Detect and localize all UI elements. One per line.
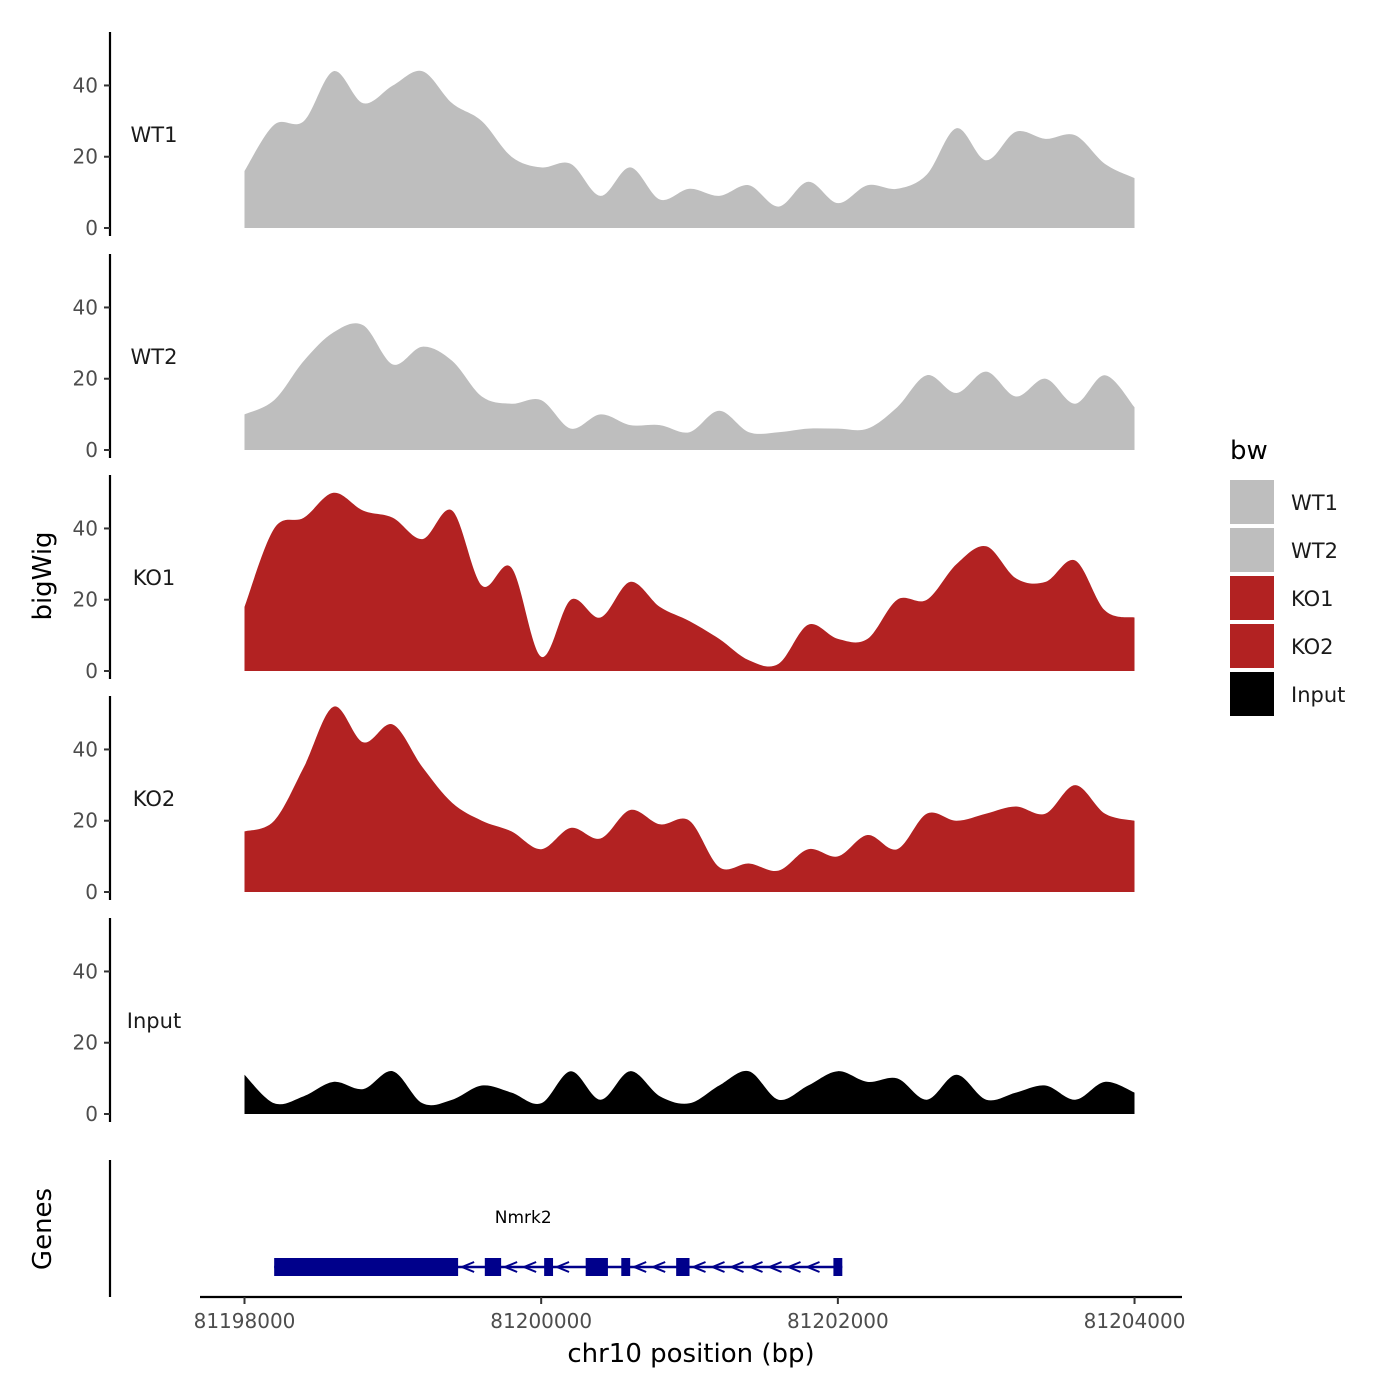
x-tick-label: 81198000 <box>194 1309 296 1333</box>
x-tick-label: 81202000 <box>787 1309 889 1333</box>
y-tick-label-ko2: 20 <box>73 809 98 833</box>
track-panel-wt1: 0 20 40 WT1 <box>73 32 1135 240</box>
y-tick-label-ko1: 40 <box>73 516 98 540</box>
y-tick-label-wt2: 20 <box>73 367 98 391</box>
track-label-input: Input <box>127 1009 181 1033</box>
gene-strand-arrow <box>690 1261 706 1273</box>
y-tick-label-wt1: 20 <box>73 145 98 169</box>
y-tick-label-ko1: 0 <box>85 659 98 683</box>
legend-swatch-input <box>1230 672 1274 716</box>
legend-swatch-wt2 <box>1230 528 1274 572</box>
coverage-area-ko1 <box>244 492 1135 671</box>
track-panel-wt2: 0 20 40 WT2 <box>73 254 1135 462</box>
track-label-ko1: KO1 <box>133 566 176 590</box>
legend-label-input: Input <box>1291 683 1345 707</box>
gene-strand-arrow <box>554 1261 570 1273</box>
legend-swatch-ko1 <box>1230 576 1274 620</box>
gene-strand-arrow <box>502 1261 518 1273</box>
legend-label-ko1: KO1 <box>1291 587 1334 611</box>
x-tick-label: 81200000 <box>490 1309 592 1333</box>
coverage-area-wt2 <box>244 323 1135 450</box>
gene-track: Nmrk2 <box>108 1160 843 1297</box>
gene-strand-arrow <box>747 1261 763 1273</box>
x-tick-label: 81204000 <box>1084 1309 1186 1333</box>
gene-exon <box>544 1258 554 1276</box>
y-tick-label-input: 20 <box>73 1031 98 1055</box>
gene-model <box>274 1258 843 1276</box>
gene-strand-arrow <box>459 1261 475 1273</box>
legend-label-ko2: KO2 <box>1291 635 1334 659</box>
y-tick-label-ko1: 20 <box>73 588 98 612</box>
legend-title: bw <box>1230 436 1268 466</box>
legend: bw WT1 WT2 KO1 KO2 Input <box>1230 436 1345 716</box>
gene-strand-arrow <box>650 1261 666 1273</box>
track-panels: 0 20 40 WT1 0 20 40 WT2 0 20 40 KO1 0 20 40 KO2 0 20 40 Inp… <box>73 32 1135 1126</box>
gene-strand-arrow <box>709 1261 725 1273</box>
gene-strand-arrow <box>785 1261 801 1273</box>
x-axis-ticks: 81198000 81200000 81202000 81204000 <box>194 1297 1186 1333</box>
gene-exon <box>833 1258 843 1276</box>
coverage-area-input <box>244 1070 1135 1114</box>
y-tick-label-ko2: 0 <box>85 880 98 904</box>
gene-strand-arrow <box>631 1261 647 1273</box>
gene-exon <box>585 1258 608 1276</box>
legend-items: WT1 WT2 KO1 KO2 Input <box>1230 480 1345 716</box>
gene-exon <box>274 1258 459 1276</box>
gene-exon <box>484 1258 502 1276</box>
gene-strand-arrow <box>766 1261 782 1273</box>
y-tick-label-input: 40 <box>73 959 98 983</box>
y-tick-label-ko2: 40 <box>73 737 98 761</box>
gene-strand-arrow <box>804 1261 820 1273</box>
legend-swatch-ko2 <box>1230 624 1274 668</box>
coverage-area-ko2 <box>244 706 1135 892</box>
track-label-wt2: WT2 <box>131 345 178 369</box>
y-tick-label-input: 0 <box>85 1102 98 1126</box>
track-label-wt1: WT1 <box>131 123 178 147</box>
track-panel-ko1: 0 20 40 KO1 <box>73 475 1135 683</box>
genes-axis-title: Genes <box>28 1188 58 1270</box>
track-label-ko2: KO2 <box>133 787 176 811</box>
coverage-area-wt1 <box>244 70 1135 228</box>
gene-exon <box>621 1258 631 1276</box>
gene-strand-arrow <box>728 1261 744 1273</box>
track-panel-ko2: 0 20 40 KO2 <box>73 696 1135 904</box>
gene-strand-arrow <box>521 1261 537 1273</box>
x-axis-title: chr10 position (bp) <box>567 1339 814 1369</box>
y-tick-label-wt2: 0 <box>85 438 98 462</box>
y-tick-label-wt1: 0 <box>85 216 98 240</box>
gene-exon <box>676 1258 690 1276</box>
y-tick-label-wt2: 40 <box>73 295 98 319</box>
x-axis: 81198000 81200000 81202000 81204000 <box>194 1295 1186 1333</box>
y-axis-title: bigWig <box>28 531 58 620</box>
legend-swatch-wt1 <box>1230 480 1274 524</box>
track-panel-input: 0 20 40 Input <box>73 918 1135 1126</box>
legend-label-wt1: WT1 <box>1291 491 1338 515</box>
y-tick-label-wt1: 40 <box>73 73 98 97</box>
gene-label: Nmrk2 <box>495 1208 552 1228</box>
legend-label-wt2: WT2 <box>1291 539 1338 563</box>
